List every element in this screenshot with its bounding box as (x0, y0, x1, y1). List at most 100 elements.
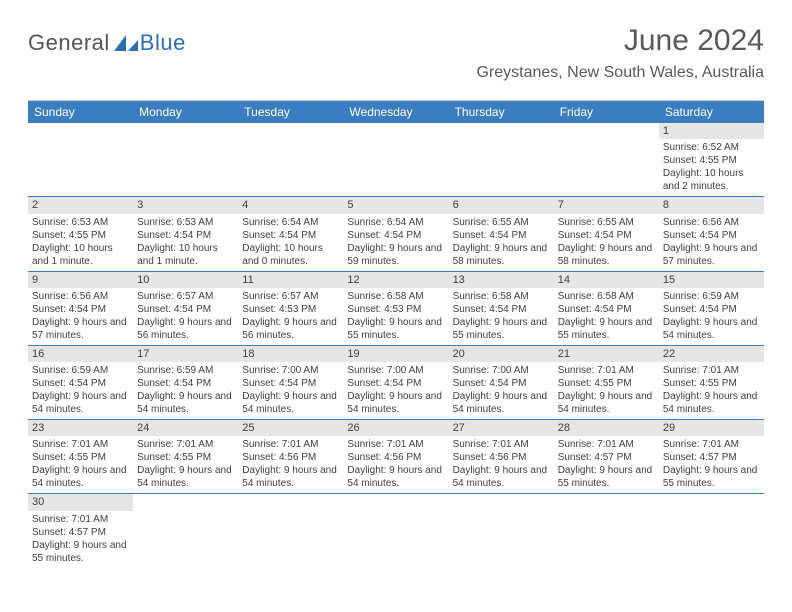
daylight-text: Daylight: 9 hours and 55 minutes. (663, 464, 760, 490)
weekday-sunday: Sunday (28, 101, 133, 123)
daylight-text: Daylight: 9 hours and 55 minutes. (347, 316, 444, 342)
sunrise-text: Sunrise: 6:52 AM (663, 141, 760, 154)
day-empty: . (554, 494, 659, 567)
sunset-text: Sunset: 4:54 PM (32, 377, 129, 390)
day-number: 16 (28, 346, 133, 362)
day-number: 28 (554, 420, 659, 436)
day-number: 23 (28, 420, 133, 436)
weekday-wednesday: Wednesday (343, 101, 448, 123)
day-empty: . (133, 123, 238, 196)
sunset-text: Sunset: 4:54 PM (32, 303, 129, 316)
sunset-text: Sunset: 4:56 PM (242, 451, 339, 464)
daylight-text: Daylight: 9 hours and 55 minutes. (32, 539, 129, 565)
sunset-text: Sunset: 4:54 PM (137, 229, 234, 242)
sunset-text: Sunset: 4:54 PM (558, 229, 655, 242)
sunset-text: Sunset: 4:54 PM (663, 303, 760, 316)
sunset-text: Sunset: 4:54 PM (347, 229, 444, 242)
day-number: 8 (659, 197, 764, 213)
daylight-text: Daylight: 9 hours and 58 minutes. (453, 242, 550, 268)
sunrise-text: Sunrise: 6:59 AM (663, 290, 760, 303)
sunrise-text: Sunrise: 7:01 AM (137, 438, 234, 451)
sunset-text: Sunset: 4:54 PM (347, 377, 444, 390)
week-row: 9Sunrise: 6:56 AMSunset: 4:54 PMDaylight… (28, 272, 764, 346)
sunset-text: Sunset: 4:57 PM (663, 451, 760, 464)
sunrise-text: Sunrise: 7:00 AM (242, 364, 339, 377)
calendar: SundayMondayTuesdayWednesdayThursdayFrid… (28, 100, 764, 568)
sunrise-text: Sunrise: 7:01 AM (32, 438, 129, 451)
sunrise-text: Sunrise: 7:01 AM (663, 364, 760, 377)
day-empty: . (449, 494, 554, 567)
daylight-text: Daylight: 9 hours and 54 minutes. (137, 464, 234, 490)
day-18: 18Sunrise: 7:00 AMSunset: 4:54 PMDayligh… (238, 346, 343, 419)
weekday-saturday: Saturday (659, 101, 764, 123)
daylight-text: Daylight: 9 hours and 54 minutes. (32, 464, 129, 490)
day-number: 30 (28, 494, 133, 510)
day-number: 1 (659, 123, 764, 139)
day-number: 27 (449, 420, 554, 436)
day-8: 8Sunrise: 6:56 AMSunset: 4:54 PMDaylight… (659, 197, 764, 270)
day-14: 14Sunrise: 6:58 AMSunset: 4:54 PMDayligh… (554, 272, 659, 345)
sunrise-text: Sunrise: 6:54 AM (347, 216, 444, 229)
week-row: 23Sunrise: 7:01 AMSunset: 4:55 PMDayligh… (28, 420, 764, 494)
day-number: 29 (659, 420, 764, 436)
daylight-text: Daylight: 9 hours and 59 minutes. (347, 242, 444, 268)
daylight-text: Daylight: 9 hours and 57 minutes. (663, 242, 760, 268)
day-empty: . (554, 123, 659, 196)
day-12: 12Sunrise: 6:58 AMSunset: 4:53 PMDayligh… (343, 272, 448, 345)
sunrise-text: Sunrise: 6:58 AM (558, 290, 655, 303)
day-27: 27Sunrise: 7:01 AMSunset: 4:56 PMDayligh… (449, 420, 554, 493)
day-number: 13 (449, 272, 554, 288)
sunset-text: Sunset: 4:54 PM (242, 229, 339, 242)
week-row: 30Sunrise: 7:01 AMSunset: 4:57 PMDayligh… (28, 494, 764, 567)
sunrise-text: Sunrise: 6:59 AM (32, 364, 129, 377)
sunrise-text: Sunrise: 6:54 AM (242, 216, 339, 229)
day-25: 25Sunrise: 7:01 AMSunset: 4:56 PMDayligh… (238, 420, 343, 493)
sunrise-text: Sunrise: 7:01 AM (347, 438, 444, 451)
day-7: 7Sunrise: 6:55 AMSunset: 4:54 PMDaylight… (554, 197, 659, 270)
sunrise-text: Sunrise: 6:53 AM (32, 216, 129, 229)
sunset-text: Sunset: 4:55 PM (663, 154, 760, 167)
day-number: 3 (133, 197, 238, 213)
day-number: 4 (238, 197, 343, 213)
day-number: 15 (659, 272, 764, 288)
daylight-text: Daylight: 9 hours and 56 minutes. (137, 316, 234, 342)
daylight-text: Daylight: 9 hours and 54 minutes. (32, 390, 129, 416)
logo-text-blue: Blue (140, 30, 186, 56)
daylight-text: Daylight: 9 hours and 54 minutes. (347, 390, 444, 416)
day-1: 1Sunrise: 6:52 AMSunset: 4:55 PMDaylight… (659, 123, 764, 196)
sunset-text: Sunset: 4:55 PM (663, 377, 760, 390)
day-number: 10 (133, 272, 238, 288)
day-number: 11 (238, 272, 343, 288)
sunrise-text: Sunrise: 6:56 AM (663, 216, 760, 229)
sunrise-text: Sunrise: 6:55 AM (558, 216, 655, 229)
day-number: 25 (238, 420, 343, 436)
week-row: ......1Sunrise: 6:52 AMSunset: 4:55 PMDa… (28, 123, 764, 197)
sunrise-text: Sunrise: 7:01 AM (558, 438, 655, 451)
page-header: General Blue June 2024 Greystanes, New S… (0, 0, 792, 90)
sunrise-text: Sunrise: 6:58 AM (453, 290, 550, 303)
day-16: 16 Sunrise: 6:59 AMSunset: 4:54 PMDayligh… (28, 346, 133, 419)
daylight-text: Daylight: 9 hours and 54 minutes. (663, 390, 760, 416)
day-number: 12 (343, 272, 448, 288)
day-number: 5 (343, 197, 448, 213)
day-10: 10Sunrise: 6:57 AMSunset: 4:54 PMDayligh… (133, 272, 238, 345)
week-row: 16Sunrise: 6:59 AMSunset: 4:54 PMDayligh… (28, 346, 764, 420)
day-19: 19Sunrise: 7:00 AMSunset: 4:54 PMDayligh… (343, 346, 448, 419)
day-28: 28Sunrise: 7:01 AMSunset: 4:57 PMDayligh… (554, 420, 659, 493)
day-number: 21 (554, 346, 659, 362)
sunset-text: Sunset: 4:56 PM (347, 451, 444, 464)
daylight-text: Daylight: 9 hours and 54 minutes. (453, 390, 550, 416)
day-24: 24Sunrise: 7:01 AMSunset: 4:55 PMDayligh… (133, 420, 238, 493)
day-number: 20 (449, 346, 554, 362)
day-empty: . (659, 494, 764, 567)
month-title: June 2024 (476, 24, 764, 58)
daylight-text: Daylight: 9 hours and 54 minutes. (453, 464, 550, 490)
sunset-text: Sunset: 4:55 PM (32, 229, 129, 242)
weekday-monday: Monday (133, 101, 238, 123)
day-30: 30Sunrise: 7:01 AMSunset: 4:57 PMDayligh… (28, 494, 133, 567)
day-17: 17Sunrise: 6:59 AMSunset: 4:54 PMDayligh… (133, 346, 238, 419)
weekday-friday: Friday (554, 101, 659, 123)
day-3: 3Sunrise: 6:53 AMSunset: 4:54 PMDaylight… (133, 197, 238, 270)
daylight-text: Daylight: 9 hours and 54 minutes. (242, 390, 339, 416)
sunset-text: Sunset: 4:55 PM (137, 451, 234, 464)
